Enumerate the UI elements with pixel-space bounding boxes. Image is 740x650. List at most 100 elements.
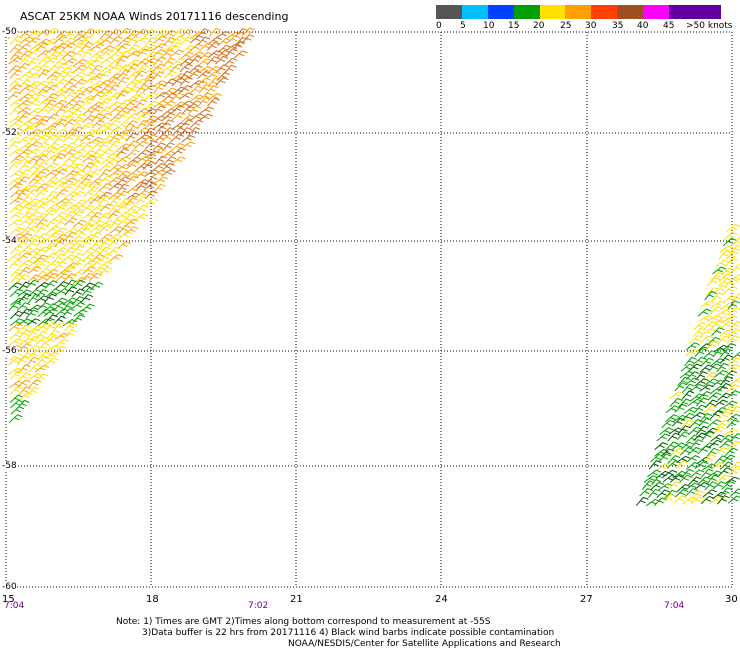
legend-label-40: 40: [637, 21, 649, 31]
wind-barb: [116, 43, 131, 52]
wind-barb: [641, 480, 655, 490]
wind-barb: [699, 384, 714, 392]
wind-barb: [72, 148, 87, 157]
wind-barb: [17, 273, 30, 284]
wind-barb: [226, 35, 241, 44]
wind-barb: [54, 338, 69, 347]
wind-barb: [145, 140, 158, 150]
wind-barb: [72, 219, 87, 228]
wind-barb: [126, 169, 141, 178]
wind-barb: [108, 182, 123, 191]
wind-barb: [161, 119, 174, 129]
wind-barb: [81, 287, 95, 297]
wind-barb: [99, 266, 113, 276]
legend-label-50: >50 knots: [686, 21, 733, 31]
wind-barb: [63, 198, 76, 208]
wind-barb: [125, 125, 139, 135]
wind-barb: [705, 340, 720, 350]
lat-label-50: -50: [2, 27, 17, 37]
wind-barb: [100, 161, 114, 171]
wind-barb: [71, 244, 85, 254]
wind-barb: [72, 78, 87, 88]
wind-barb: [106, 77, 121, 87]
wind-barb: [717, 495, 730, 505]
wind-barb: [9, 394, 24, 404]
wind-barb: [81, 181, 94, 191]
wind-barb: [690, 439, 704, 449]
wind-barb: [71, 301, 86, 310]
wind-barb: [674, 403, 688, 413]
wind-barb: [697, 445, 711, 455]
wind-barb: [117, 99, 132, 108]
wind-barb: [725, 251, 739, 261]
wind-barb: [82, 141, 96, 151]
wind-barb: [714, 284, 728, 294]
wind-barb: [9, 170, 24, 178]
wind-barb: [723, 428, 738, 436]
wind-barb: [712, 348, 726, 358]
wind-barb: [711, 327, 725, 336]
wind-barb: [707, 392, 722, 401]
wind-barb: [44, 280, 58, 289]
wind-barb: [691, 490, 705, 500]
wind-barb: [117, 129, 132, 137]
wind-barb: [116, 176, 130, 186]
wind-barb: [694, 461, 709, 470]
wind-barb: [100, 135, 115, 144]
wind-barb: [681, 468, 695, 478]
wind-barb: [143, 182, 158, 191]
wind-barb: [667, 432, 681, 442]
legend-label-10: 10: [483, 21, 495, 31]
wind-barb: [665, 405, 680, 413]
wind-barb: [144, 198, 159, 207]
wind-barb: [125, 79, 141, 87]
wind-barb: [64, 231, 77, 242]
wind-barb: [171, 111, 186, 121]
wind-barb: [36, 38, 51, 47]
wind-barb: [17, 176, 30, 186]
wind-barb: [18, 364, 31, 374]
wind-barb: [37, 29, 52, 38]
wind-barb: [713, 399, 729, 408]
wind-barb: [669, 397, 683, 407]
wind-barb: [676, 483, 691, 493]
wind-barb: [135, 181, 149, 191]
time-label-left: 7:04: [4, 601, 25, 611]
wind-barb: [28, 259, 42, 268]
wind-barb: [109, 226, 124, 234]
wind-barb: [99, 238, 113, 249]
wind-barb: [188, 100, 202, 109]
wind-barb: [64, 286, 78, 296]
wind-barb: [135, 204, 149, 214]
wind-barb: [19, 50, 33, 60]
wind-barb: [181, 114, 195, 123]
wind-barb: [98, 97, 112, 107]
wind-barb: [658, 453, 672, 463]
wind-barb: [26, 318, 41, 327]
wind-barb: [199, 42, 213, 52]
wind-barb: [18, 155, 33, 164]
wind-barb: [99, 85, 113, 94]
wind-barb: [89, 196, 103, 205]
wind-barb: [714, 447, 729, 456]
legend-label-0: 0: [436, 21, 442, 31]
wind-barb: [35, 282, 50, 290]
wind-barb: [145, 100, 160, 110]
wind-barb: [126, 59, 141, 67]
wind-barb: [162, 44, 177, 53]
wind-barb: [71, 119, 85, 129]
wind-barb: [36, 99, 52, 107]
wind-barb: [88, 85, 103, 95]
wind-barb: [707, 474, 720, 485]
wind-barb: [198, 65, 213, 74]
wind-barb: [8, 282, 22, 291]
wind-barb: [171, 57, 186, 67]
wind-barb: [207, 77, 221, 88]
wind-barb: [699, 335, 714, 344]
legend-label-5: 5: [460, 21, 466, 31]
wind-barb: [703, 405, 717, 414]
wind-barb: [206, 56, 220, 66]
wind-barb: [46, 71, 61, 80]
wind-barb: [8, 161, 21, 171]
wind-barb: [714, 455, 728, 465]
